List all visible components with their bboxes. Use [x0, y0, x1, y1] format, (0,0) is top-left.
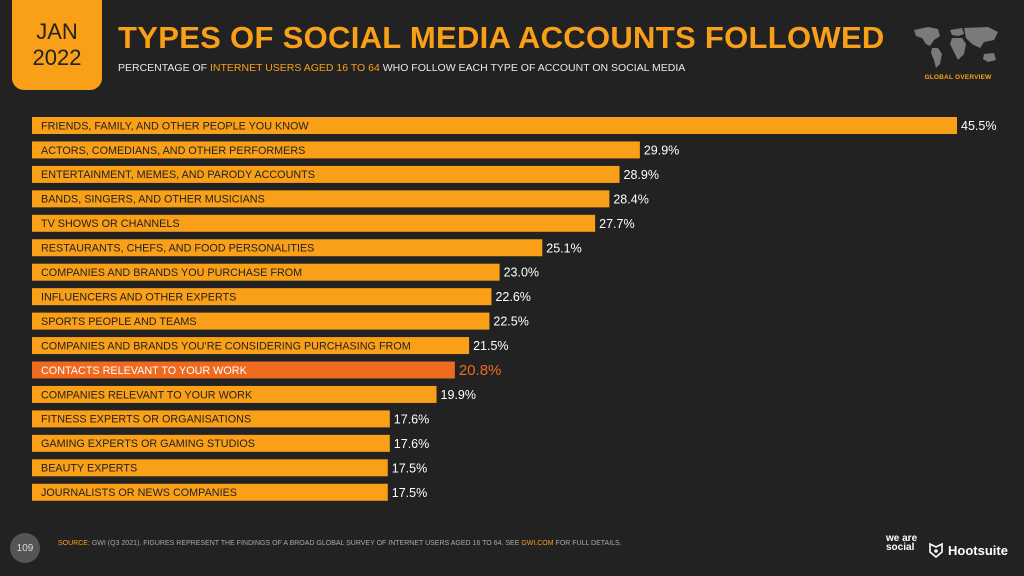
bar-value-label: 21.5%: [473, 339, 508, 353]
bar: [32, 165, 620, 183]
bar: [32, 483, 388, 501]
bar-value-label: 28.4%: [613, 192, 648, 206]
bar-category-label: SPORTS PEOPLE AND TEAMS: [41, 316, 197, 328]
bar-value-label: 25.1%: [546, 241, 581, 255]
bar-value-label: 29.9%: [644, 143, 679, 157]
bar-value-label: 17.5%: [392, 461, 427, 475]
bar-value-label: 22.6%: [495, 290, 530, 304]
source-link[interactable]: GWI.COM: [521, 540, 554, 547]
bar: [32, 361, 455, 379]
page-subtitle: PERCENTAGE OF INTERNET USERS AGED 16 TO …: [118, 62, 685, 74]
bar: [32, 337, 470, 355]
bar: [32, 459, 388, 477]
page-number: 109: [10, 533, 40, 563]
hootsuite-logo: Hootsuite: [928, 542, 1008, 558]
bar-category-label: JOURNALISTS OR NEWS COMPANIES: [41, 487, 237, 499]
bar-value-label: 45.5%: [961, 119, 996, 133]
bar-value-label: 22.5%: [493, 315, 528, 329]
date-year: 2022: [32, 45, 82, 70]
owl-icon: [929, 542, 943, 558]
bar: [32, 288, 492, 306]
source-note: SOURCE: GWI (Q3 2021). FIGURES REPRESENT…: [58, 540, 622, 547]
source-text: GWI (Q3 2021). FIGURES REPRESENT THE FIN…: [89, 540, 522, 547]
we-are-social-logo: we are social: [886, 533, 918, 553]
bar-category-label: GAMING EXPERTS OR GAMING STUDIOS: [41, 438, 255, 450]
bar-value-label: 20.8%: [459, 362, 502, 379]
bar: [32, 141, 640, 159]
bar-category-label: INFLUENCERS AND OTHER EXPERTS: [41, 291, 236, 303]
bar-category-label: TV SHOWS OR CHANNELS: [41, 218, 180, 230]
subtitle-post: WHO FOLLOW EACH TYPE OF ACCOUNT ON SOCIA…: [379, 62, 686, 74]
bar-value-label: 27.7%: [599, 217, 634, 231]
source-end: FOR FULL DETAILS.: [553, 540, 622, 547]
bar: [32, 385, 437, 403]
bar-value-label: 17.5%: [392, 486, 427, 500]
bar: [32, 434, 390, 452]
bar-category-label: COMPANIES AND BRANDS YOU PURCHASE FROM: [41, 267, 302, 279]
bar-category-label: FITNESS EXPERTS OR ORGANISATIONS: [41, 414, 251, 426]
world-map-icon: [914, 27, 998, 68]
bar: [32, 312, 490, 330]
bar-category-label: BEAUTY EXPERTS: [41, 463, 137, 475]
bar-category-label: BANDS, SINGERS, AND OTHER MUSICIANS: [41, 194, 265, 206]
date-month: JAN: [36, 19, 78, 44]
bar-value-label: 23.0%: [504, 266, 539, 280]
bar-value-label: 19.9%: [441, 388, 476, 402]
bar-value-label: 17.6%: [394, 437, 429, 451]
bar: [32, 410, 390, 428]
bar: [32, 190, 610, 208]
bar-category-label: FRIENDS, FAMILY, AND OTHER PEOPLE YOU KN…: [41, 120, 309, 132]
subtitle-highlight: INTERNET USERS AGED 16 TO 64: [209, 62, 380, 74]
date-badge: JAN 2022: [12, 0, 102, 90]
bar-category-label: COMPANIES AND BRANDS YOU’RE CONSIDERING …: [41, 340, 411, 352]
bar-value-label: 17.6%: [394, 412, 429, 426]
hootsuite-label: Hootsuite: [948, 542, 1008, 558]
subtitle-pre: PERCENTAGE OF: [118, 62, 210, 74]
page-title: TYPES OF SOCIAL MEDIA ACCOUNTS FOLLOWED: [118, 20, 885, 55]
bar-chart: FRIENDS, FAMILY, AND OTHER PEOPLE YOU KN…: [32, 117, 996, 501]
bar-category-label: COMPANIES RELEVANT TO YOUR WORK: [41, 389, 253, 401]
bar-category-label: ACTORS, COMEDIANS, AND OTHER PERFORMERS: [41, 145, 305, 157]
source-label: SOURCE:: [58, 540, 90, 547]
bar: [32, 263, 500, 281]
bar: [32, 117, 957, 134]
bar-category-label: ENTERTAINMENT, MEMES, AND PARODY ACCOUNT…: [41, 169, 315, 181]
bar-category-label: RESTAURANTS, CHEFS, AND FOOD PERSONALITI…: [41, 243, 314, 255]
region-label: GLOBAL OVERVIEW: [924, 74, 992, 81]
bar-value-label: 28.9%: [624, 168, 659, 182]
bar: [32, 239, 543, 257]
bar: [32, 214, 596, 232]
bar-category-label: CONTACTS RELEVANT TO YOUR WORK: [41, 365, 248, 377]
